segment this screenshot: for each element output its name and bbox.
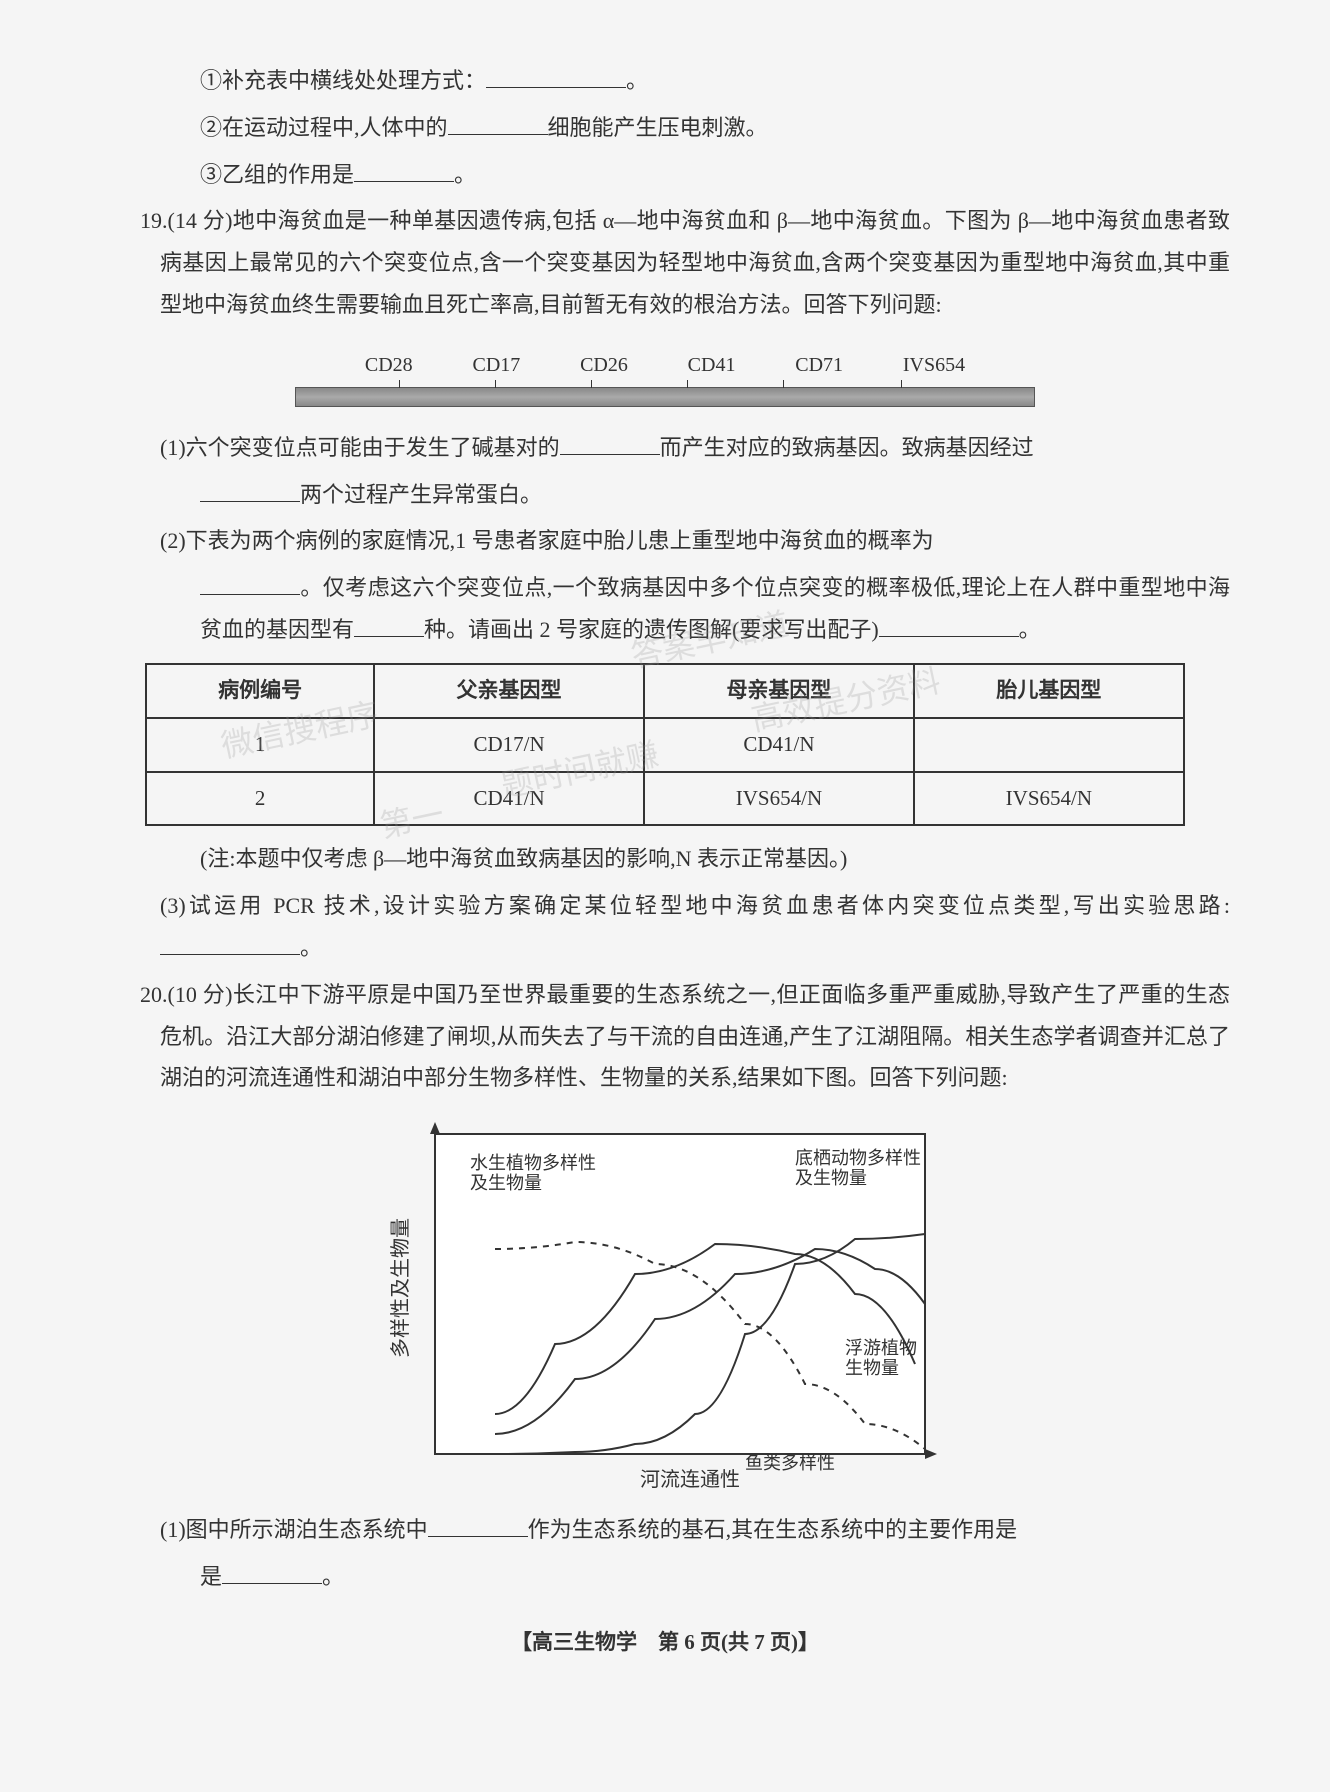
band-label: CD17 (472, 346, 520, 384)
text: 作为生态系统的基石,其在生态系统中的主要作用是 (528, 1517, 1018, 1542)
blank (160, 933, 300, 955)
table-cell: IVS654/N (914, 772, 1184, 826)
blank (222, 1562, 322, 1584)
band-label: IVS654 (903, 346, 965, 384)
text: ③乙组的作用是 (200, 162, 354, 187)
table-cell (914, 718, 1184, 772)
q19-stem: 19.(14 分)地中海贫血是一种单基因遗传病,包括 α—地中海贫血和 β—地中… (140, 200, 1230, 325)
blank (200, 573, 300, 595)
table-cell: 2 (146, 772, 374, 826)
q19-sub2-cont: 。仅考虑这六个突变位点,一个致病基因中多个位点突变的概率极低,理论上在人群中重型… (100, 567, 1230, 651)
band-label: CD26 (580, 346, 628, 384)
svg-text:及生物量: 及生物量 (795, 1168, 867, 1188)
blank (879, 615, 1019, 637)
ecology-chart: 水生植物多样性及生物量底栖动物多样性及生物量浮游植物生物量鱼类多样性河流连通性多… (385, 1114, 945, 1494)
svg-text:生物量: 生物量 (845, 1358, 899, 1378)
score: (14 分) (168, 208, 233, 233)
svg-text:鱼类多样性: 鱼类多样性 (745, 1453, 835, 1473)
text: 种。请画出 2 号家庭的遗传图解(要求写出配子) (424, 617, 879, 642)
blank (354, 615, 424, 637)
blank (428, 1515, 528, 1537)
table-header: 胎儿基因型 (914, 664, 1184, 718)
intro-line-3: ③乙组的作用是 。 (100, 154, 1230, 196)
blank (354, 160, 454, 182)
svg-text:水生植物多样性: 水生植物多样性 (470, 1153, 596, 1173)
table-cell: IVS654/N (644, 772, 914, 826)
table-header: 父亲基因型 (374, 664, 644, 718)
page-footer: 【高三生物学 第 6 页(共 7 页)】 (100, 1623, 1230, 1663)
table-header: 母亲基因型 (644, 664, 914, 718)
svg-text:河流连通性: 河流连通性 (640, 1468, 740, 1491)
blank (486, 66, 626, 88)
intro-line-2: ②在运动过程中,人体中的 细胞能产生压电刺激。 (100, 107, 1230, 149)
text: (3)试运用 PCR 技术,设计实验方案确定某位轻型地中海贫血患者体内突变位点类… (160, 893, 1230, 918)
q19-sub1-cont: 两个过程产生异常蛋白。 (100, 474, 1230, 516)
band-label: CD71 (795, 346, 843, 384)
text: (2)下表为两个病例的家庭情况,1 号患者家庭中胎儿患上重型地中海贫血的概率为 (160, 528, 934, 553)
q19-sub3: (3)试运用 PCR 技术,设计实验方案确定某位轻型地中海贫血患者体内突变位点类… (100, 885, 1230, 969)
text: (1)六个突变位点可能由于发生了碱基对的 (160, 435, 560, 460)
svg-text:及生物量: 及生物量 (470, 1173, 542, 1193)
text: 。 (300, 935, 322, 960)
q20-sub1: (1)图中所示湖泊生态系统中 作为生态系统的基石,其在生态系统中的主要作用是 (100, 1509, 1230, 1551)
mutation-band-diagram: CD28 CD17 CD26 CD41 CD71 IVS654 (295, 346, 1035, 407)
svg-text:多样性及生物量: 多样性及生物量 (389, 1218, 412, 1358)
text: 长江中下游平原是中国乃至世界最重要的生态系统之一,但正面临多重严重威胁,导致产生… (160, 982, 1230, 1091)
text: (1)图中所示湖泊生态系统中 (160, 1517, 428, 1542)
q19-note: (注:本题中仅考虑 β—地中海贫血致病基因的影响,N 表示正常基因。) (100, 838, 1230, 880)
table-cell: 1 (146, 718, 374, 772)
chart-svg: 水生植物多样性及生物量底栖动物多样性及生物量浮游植物生物量鱼类多样性河流连通性多… (385, 1114, 945, 1494)
blank (448, 113, 548, 135)
question-number: 20. (140, 982, 168, 1007)
q20-stem: 20.(10 分)长江中下游平原是中国乃至世界最重要的生态系统之一,但正面临多重… (140, 974, 1230, 1099)
q19-sub2: (2)下表为两个病例的家庭情况,1 号患者家庭中胎儿患上重型地中海贫血的概率为 (100, 520, 1230, 562)
question-number: 19. (140, 208, 168, 233)
intro-line-1: ①补充表中横线处处理方式：。 (100, 60, 1230, 102)
genotype-table: 病例编号父亲基因型母亲基因型胎儿基因型 1CD17/NCD41/N2CD41/N… (145, 663, 1185, 827)
text: 而产生对应的致病基因。致病基因经过 (660, 435, 1034, 460)
svg-text:底栖动物多样性: 底栖动物多样性 (795, 1148, 921, 1168)
text: 。 (454, 162, 476, 187)
svg-text:浮游植物: 浮游植物 (845, 1338, 917, 1358)
q19-sub1: (1)六个突变位点可能由于发生了碱基对的 而产生对应的致病基因。致病基因经过 (100, 427, 1230, 469)
band-bar (295, 387, 1035, 407)
table-row: 1CD17/NCD41/N (146, 718, 1184, 772)
table-cell: CD17/N (374, 718, 644, 772)
table-cell: CD41/N (374, 772, 644, 826)
score: (10 分) (168, 982, 233, 1007)
text: 。 (1019, 617, 1041, 642)
text: 细胞能产生压电刺激。 (548, 115, 768, 140)
table-header: 病例编号 (146, 664, 374, 718)
q20-sub1-cont: 是。 (100, 1556, 1230, 1598)
text: 。 (322, 1564, 344, 1589)
text: ②在运动过程中,人体中的 (200, 115, 448, 140)
text: 是 (200, 1564, 222, 1589)
table-cell: CD41/N (644, 718, 914, 772)
blank (200, 480, 300, 502)
blank (560, 433, 660, 455)
text: ①补充表中横线处处理方式： (200, 68, 486, 93)
table-row: 2CD41/NIVS654/NIVS654/N (146, 772, 1184, 826)
text: 两个过程产生异常蛋白。 (300, 482, 542, 507)
band-label: CD28 (365, 346, 413, 384)
band-label: CD41 (688, 346, 736, 384)
text: 地中海贫血是一种单基因遗传病,包括 α—地中海贫血和 β—地中海贫血。下图为 β… (160, 208, 1230, 317)
page-content: ①补充表中横线处处理方式：。 ②在运动过程中,人体中的细胞能产生压电刺激。 ③乙… (100, 60, 1230, 1663)
